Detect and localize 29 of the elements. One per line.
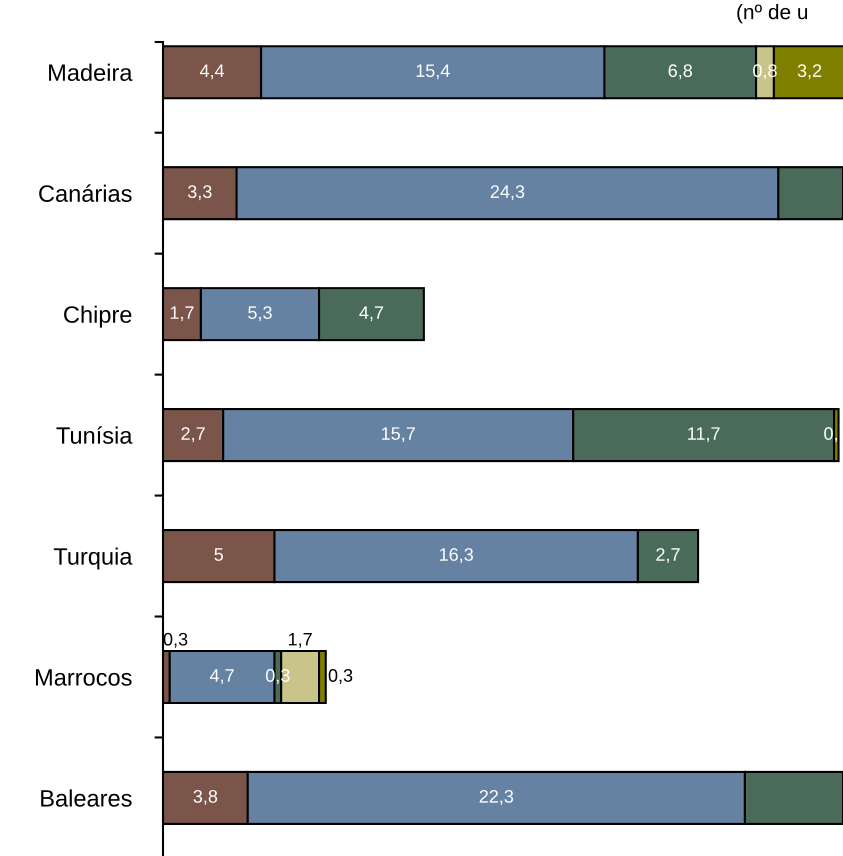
y-tick-label: Madeira bbox=[49, 64, 132, 82]
data-label: 2,7 bbox=[656, 548, 680, 564]
y-tick-label: Turquia bbox=[54, 547, 132, 570]
data-label: 5 bbox=[214, 548, 223, 561]
data-label: 4,7 bbox=[359, 306, 384, 322]
data-label: 1,7 bbox=[288, 633, 312, 648]
data-label: 6,8 bbox=[668, 64, 692, 80]
y-tick-label: Chipre bbox=[64, 306, 132, 328]
data-label: 15,7 bbox=[382, 427, 415, 442]
data-label: 5,3 bbox=[248, 306, 272, 322]
data-label: 0,3 bbox=[164, 632, 188, 648]
y-tick-label: Marrocos bbox=[36, 669, 132, 686]
data-label: 1,7 bbox=[170, 306, 194, 322]
data-label: 16,3 bbox=[440, 548, 473, 564]
data-label: 11,7 bbox=[688, 427, 720, 442]
data-label: 22,3 bbox=[480, 790, 514, 805]
y-tick-label: Canárias bbox=[39, 184, 132, 202]
data-label: 3,3 bbox=[188, 185, 212, 200]
y-tick-label: Baleares bbox=[41, 789, 132, 807]
data-label: 4,7 bbox=[210, 669, 234, 684]
data-label: 3,2 bbox=[798, 64, 822, 80]
data-label: 0,3 bbox=[328, 669, 352, 684]
data-label: 15,4 bbox=[416, 64, 450, 80]
y-tick-label: Tunísia bbox=[56, 426, 132, 444]
text: (nº de u bbox=[737, 4, 808, 24]
data-label: 4,4 bbox=[200, 64, 224, 80]
data-label: 3,8 bbox=[194, 790, 218, 805]
data-label: 2,7 bbox=[181, 427, 205, 442]
data-label: 24,3 bbox=[490, 185, 524, 200]
